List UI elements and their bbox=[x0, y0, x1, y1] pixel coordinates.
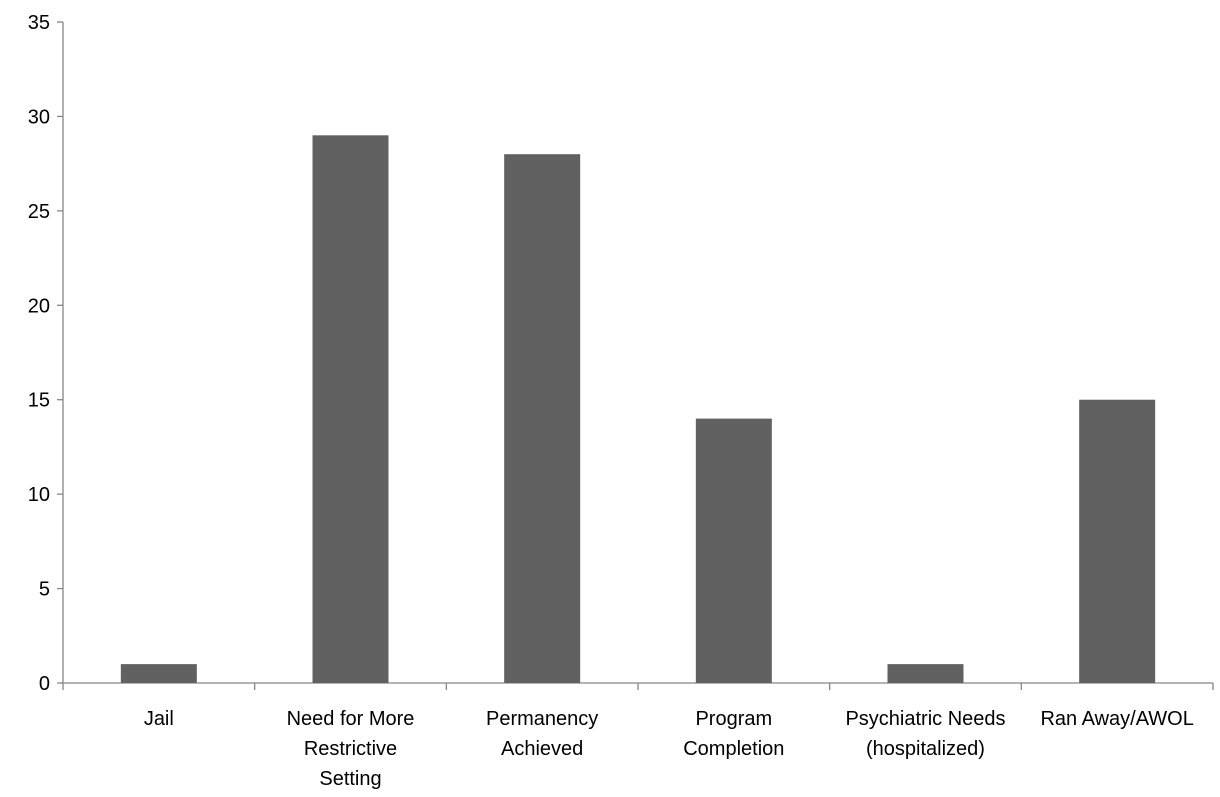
category-label: Permanency Achieved bbox=[486, 708, 598, 760]
bars bbox=[120, 135, 1156, 684]
y-axis: 0 5 10 15 20 25 30 35 bbox=[28, 12, 64, 695]
category-label: Ran Away/AWOL bbox=[1040, 708, 1193, 730]
y-tick-label: 25 bbox=[28, 201, 50, 223]
bar bbox=[1079, 399, 1156, 683]
bar bbox=[695, 418, 772, 683]
y-tick-label: 10 bbox=[28, 484, 50, 506]
bar bbox=[887, 664, 964, 683]
category-label: Program Completion bbox=[683, 708, 784, 760]
y-tick-label: 30 bbox=[28, 106, 50, 128]
bar bbox=[504, 154, 581, 683]
bar bbox=[312, 135, 389, 684]
y-tick-label: 20 bbox=[28, 295, 50, 317]
category-label: Jail bbox=[144, 708, 174, 730]
y-tick-label: 5 bbox=[39, 579, 50, 601]
category-label: Psychiatric Needs (hospitalized) bbox=[845, 708, 1005, 760]
y-tick-label: 15 bbox=[28, 390, 50, 412]
bar bbox=[120, 664, 197, 683]
y-tick-label: 35 bbox=[28, 12, 50, 34]
x-axis bbox=[62, 682, 1214, 690]
y-tick-label: 0 bbox=[39, 673, 50, 695]
category-labels: Jail Need for More Restrictive Setting Perma… bbox=[144, 708, 1194, 790]
category-label: Need for More Restrictive Setting bbox=[287, 708, 415, 790]
